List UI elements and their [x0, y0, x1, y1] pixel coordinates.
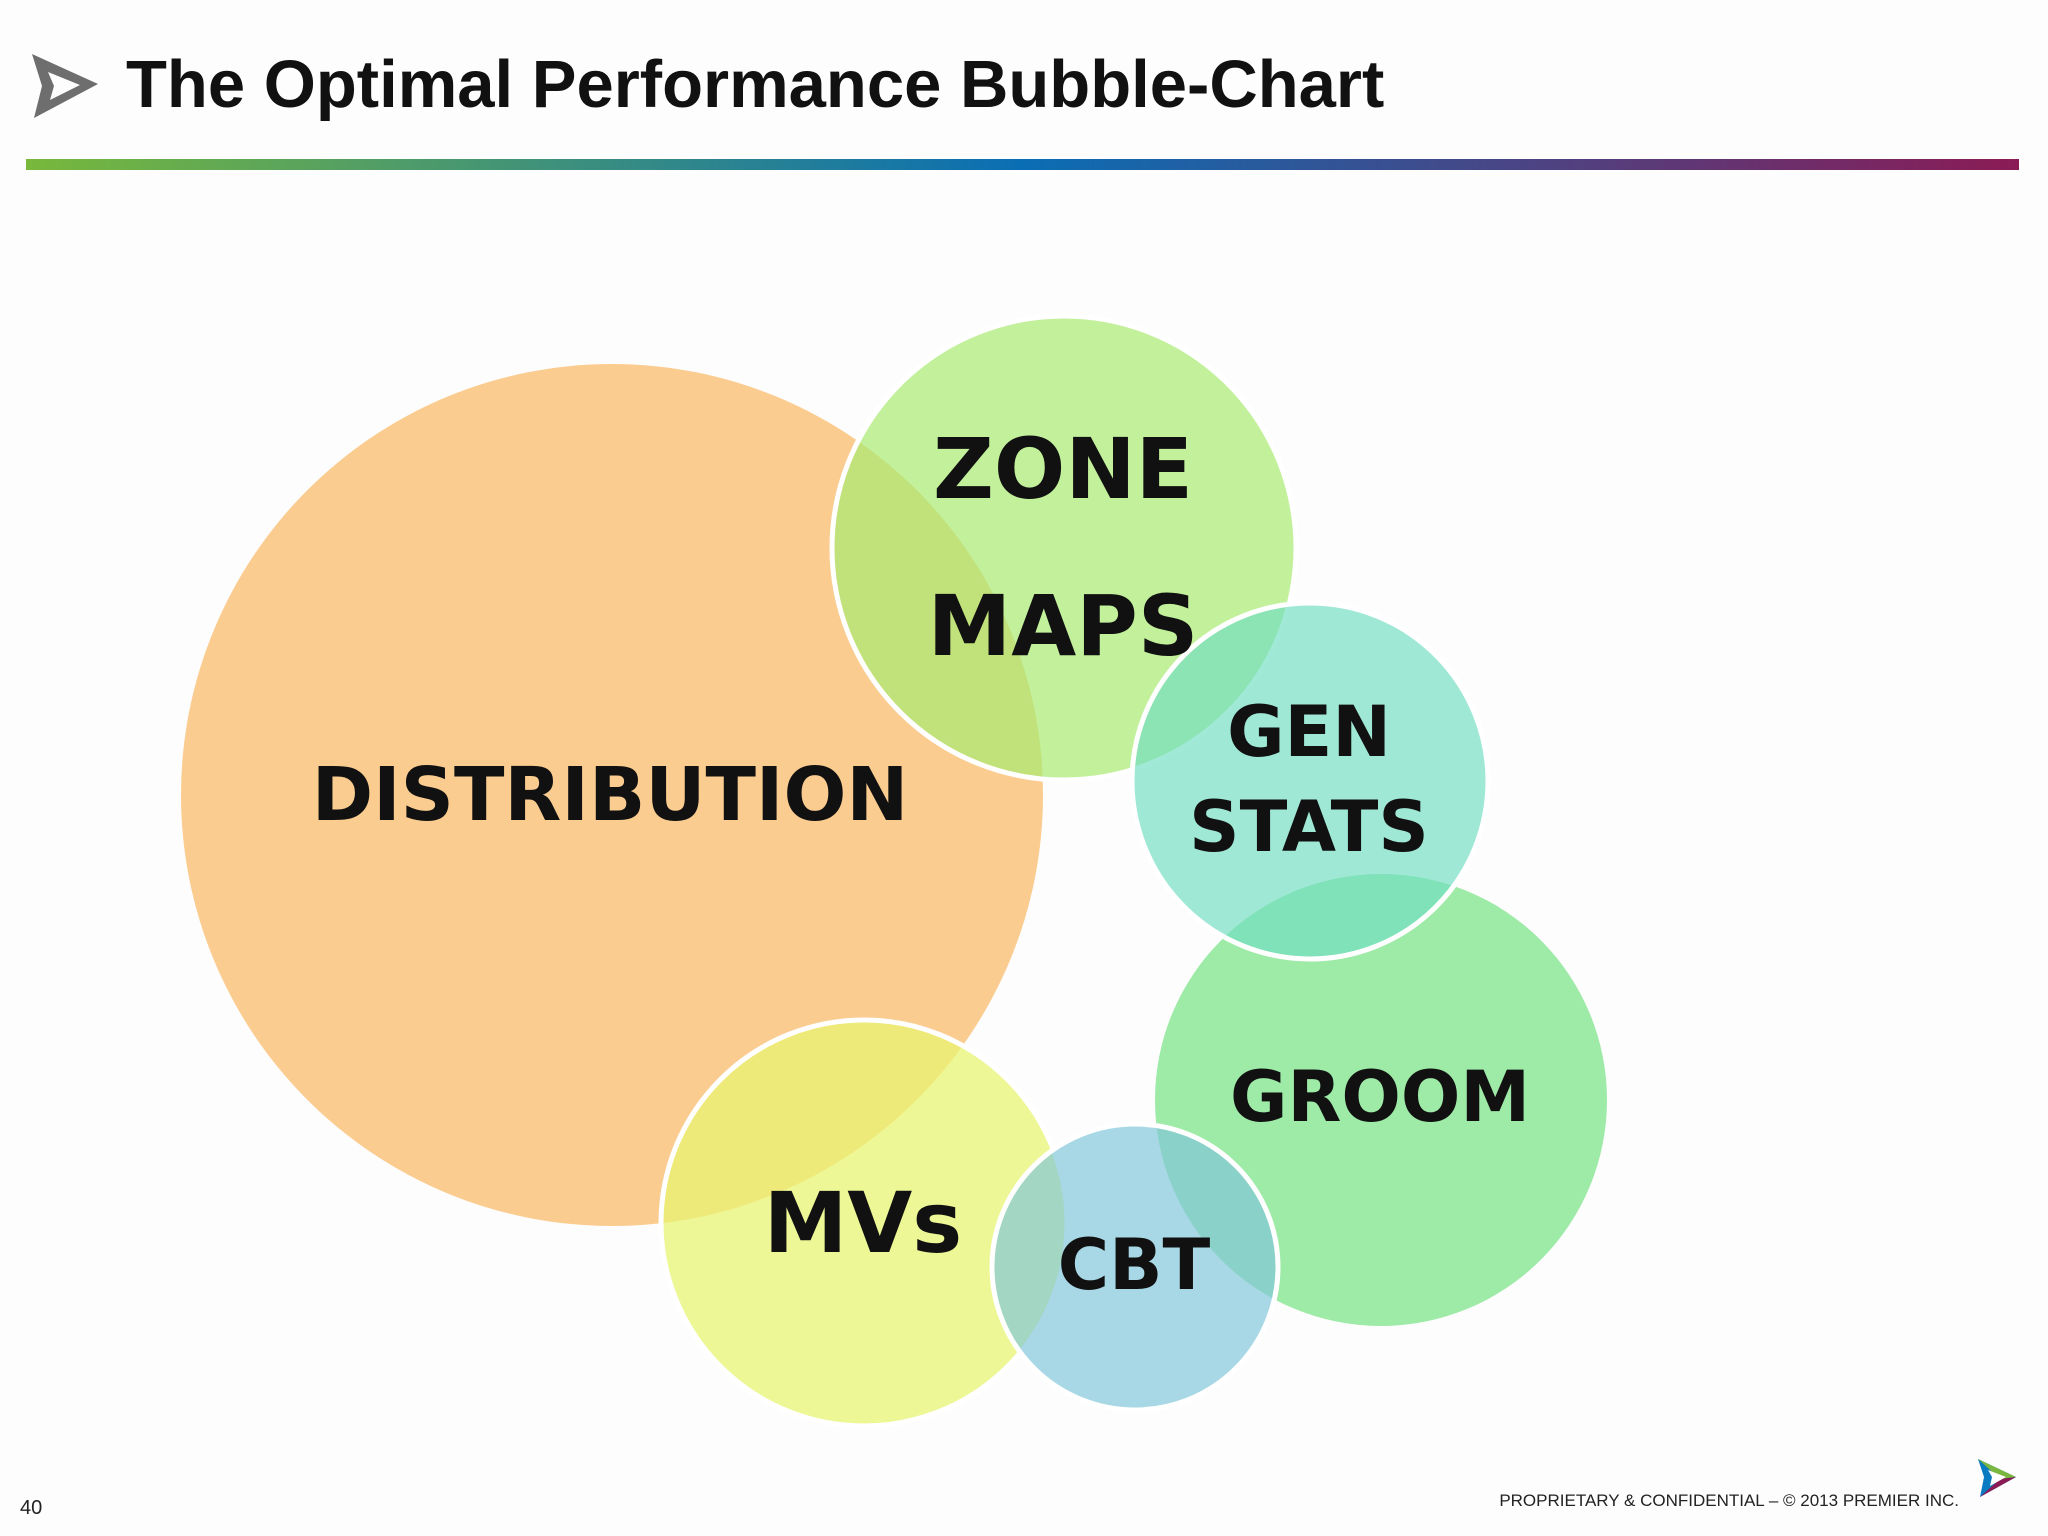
bubble-label-gen: GEN	[1227, 691, 1391, 773]
bubble-distribution	[181, 364, 1043, 1226]
bubble-label-zone: ZONE	[933, 420, 1193, 518]
bubble-gen-stats	[1129, 600, 1491, 962]
slide-title: The Optimal Performance Bubble-Chart	[126, 47, 1385, 122]
bubble-cbt	[989, 1121, 1281, 1413]
footer-copyright: PROPRIETARY & CONFIDENTIAL – © 2013 PREM…	[1499, 1491, 1959, 1510]
bubble-label-groom: GROOM	[1230, 1056, 1530, 1138]
bubble-label-mvs: MVs	[764, 1174, 963, 1272]
title-rule	[26, 159, 2019, 170]
bubble-label-stats: STATS	[1189, 786, 1429, 868]
bubble-label-distribution: DISTRIBUTION	[312, 752, 909, 838]
premier-logo-icon	[32, 54, 98, 118]
page-number: 40	[20, 1497, 43, 1519]
bubble-label-cbt: CBT	[1058, 1224, 1211, 1306]
bubble-label-maps: MAPS	[928, 577, 1199, 675]
premier-footer-logo-icon	[1978, 1459, 2016, 1497]
